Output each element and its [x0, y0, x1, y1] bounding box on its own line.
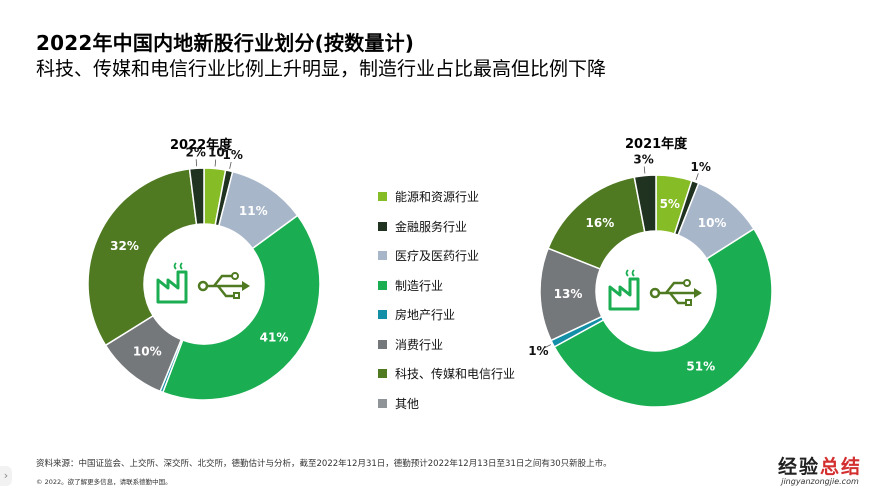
legend-item: 医疗及医药行业	[378, 241, 515, 271]
legend-swatch	[378, 280, 387, 290]
chart-2021-slice-7	[633, 174, 657, 233]
legend-swatch	[378, 310, 387, 320]
usb-icon	[197, 272, 250, 299]
source-note: 资料来源：中国证监会、上交所、深交所、北交所，德勤估计与分析，截至2022年12…	[36, 459, 612, 469]
chart-2022-label-0: 10	[208, 146, 225, 160]
chart-2022-slice-6	[87, 168, 198, 347]
watermark: 经验总结 jingyanzongjie.com	[760, 452, 880, 486]
chart-2021-label-3: 51%	[686, 360, 715, 374]
legend-label: 其他	[395, 396, 420, 411]
chart-2021-label-7: 3%	[633, 153, 653, 167]
legend-item: 科技、传媒和电信行业	[378, 359, 515, 389]
legend-item: 消费行业	[378, 330, 515, 360]
legend-swatch	[378, 221, 387, 231]
legend-label: 科技、传媒和电信行业	[395, 367, 516, 382]
chart-2022-label-3: 41%	[260, 330, 289, 344]
watermark-accent: 总结	[820, 456, 863, 478]
chart-2021-slice-3	[553, 227, 773, 408]
chart-2021-leader-1	[695, 173, 699, 181]
chart-2022-label-2: 11%	[239, 204, 268, 218]
donut-chart-2022: 101% 11% 41% 10% 32% 2%	[87, 145, 321, 401]
chart-2021-label-4: 1%	[528, 344, 548, 358]
chart-2022-leader-1	[229, 161, 232, 169]
legend-label: 能源和资源行业	[395, 190, 480, 205]
legend-swatch	[378, 251, 387, 261]
chart-2022-leader-0	[214, 159, 217, 167]
chart-2022-label-7: 2%	[186, 145, 206, 159]
page-title: 2022年中国内地新股行业划分(按数量计)	[36, 31, 415, 55]
page-subtitle: 科技、传媒和电信行业比例上升明显，制造行业占比最高但比例下降	[36, 58, 607, 80]
copyright-note: © 2022。欲了解更多信息，请联系德勤中国。	[36, 478, 172, 486]
chart-2021-label-1: 1%	[691, 160, 711, 174]
legend-label: 制造行业	[395, 278, 444, 293]
legend-label: 金融服务行业	[395, 219, 468, 234]
chart-2021-title: 2021年度	[625, 137, 688, 152]
chart-2022-slice-7	[188, 167, 205, 226]
factory-icon	[608, 269, 640, 311]
legend-swatch	[378, 339, 387, 349]
legend-swatch	[378, 192, 387, 202]
chart-2022-label-1: 1%	[222, 148, 242, 162]
chart-2021-center-icons	[608, 269, 702, 311]
legend-item: 其他	[378, 389, 515, 419]
chart-2021-label-0: 5%	[660, 197, 680, 211]
chevron-right-icon[interactable]: ›	[0, 466, 12, 486]
chart-2022-slice-3	[161, 214, 321, 401]
chart-2022-center-icons	[156, 262, 250, 304]
legend-label: 房地产行业	[395, 308, 456, 323]
chart-2021-label-5: 13%	[554, 287, 583, 301]
chart-2022-label-6: 32%	[110, 239, 139, 253]
chart-2021-label-2: 10%	[698, 216, 727, 230]
watermark-main: 经验	[777, 456, 820, 478]
chart-2022-label-5: 10%	[133, 344, 162, 358]
chart-2022-title: 2022年度	[170, 138, 233, 153]
chart-2021-leader-4	[544, 344, 552, 349]
watermark-url: jingyanzongjie.com	[781, 477, 859, 486]
legend-item: 制造行业	[378, 271, 515, 301]
legend-item: 能源和资源行业	[378, 182, 515, 212]
legend-swatch	[378, 369, 387, 379]
legend-item: 房地产行业	[378, 300, 515, 330]
chart-2021-leader-7	[643, 166, 646, 174]
chart-2021-label-6: 16%	[586, 216, 615, 230]
legend-label: 医疗及医药行业	[395, 249, 480, 264]
legend-label: 消费行业	[395, 337, 444, 352]
legend-swatch	[378, 398, 387, 408]
factory-icon	[156, 262, 188, 304]
donut-chart-2021: 5% 1% 10% 51% 1% 13% 16% 3%	[528, 153, 773, 408]
legend-item: 金融服务行业	[378, 212, 515, 242]
usb-icon	[649, 279, 702, 306]
chart-legend: 能源和资源行业 金融服务行业 医疗及医药行业 制造行业房地产行业消费行业科技、传媒和电…	[378, 182, 515, 418]
